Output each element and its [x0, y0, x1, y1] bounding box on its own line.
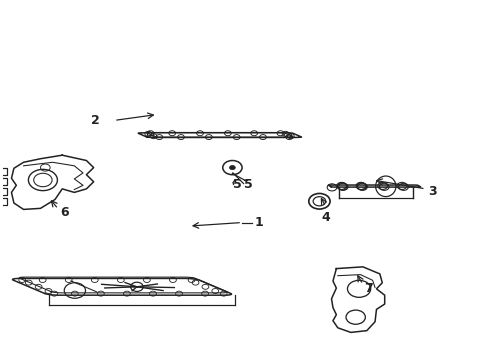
Text: 7: 7 — [364, 282, 372, 294]
Text: 6: 6 — [60, 206, 68, 219]
Circle shape — [229, 166, 235, 170]
Text: 1: 1 — [254, 216, 263, 229]
Text: 4: 4 — [321, 211, 329, 224]
Text: 5: 5 — [232, 178, 241, 191]
Text: 2: 2 — [91, 114, 99, 127]
Text: 5: 5 — [244, 179, 253, 192]
Text: 3: 3 — [427, 185, 436, 198]
